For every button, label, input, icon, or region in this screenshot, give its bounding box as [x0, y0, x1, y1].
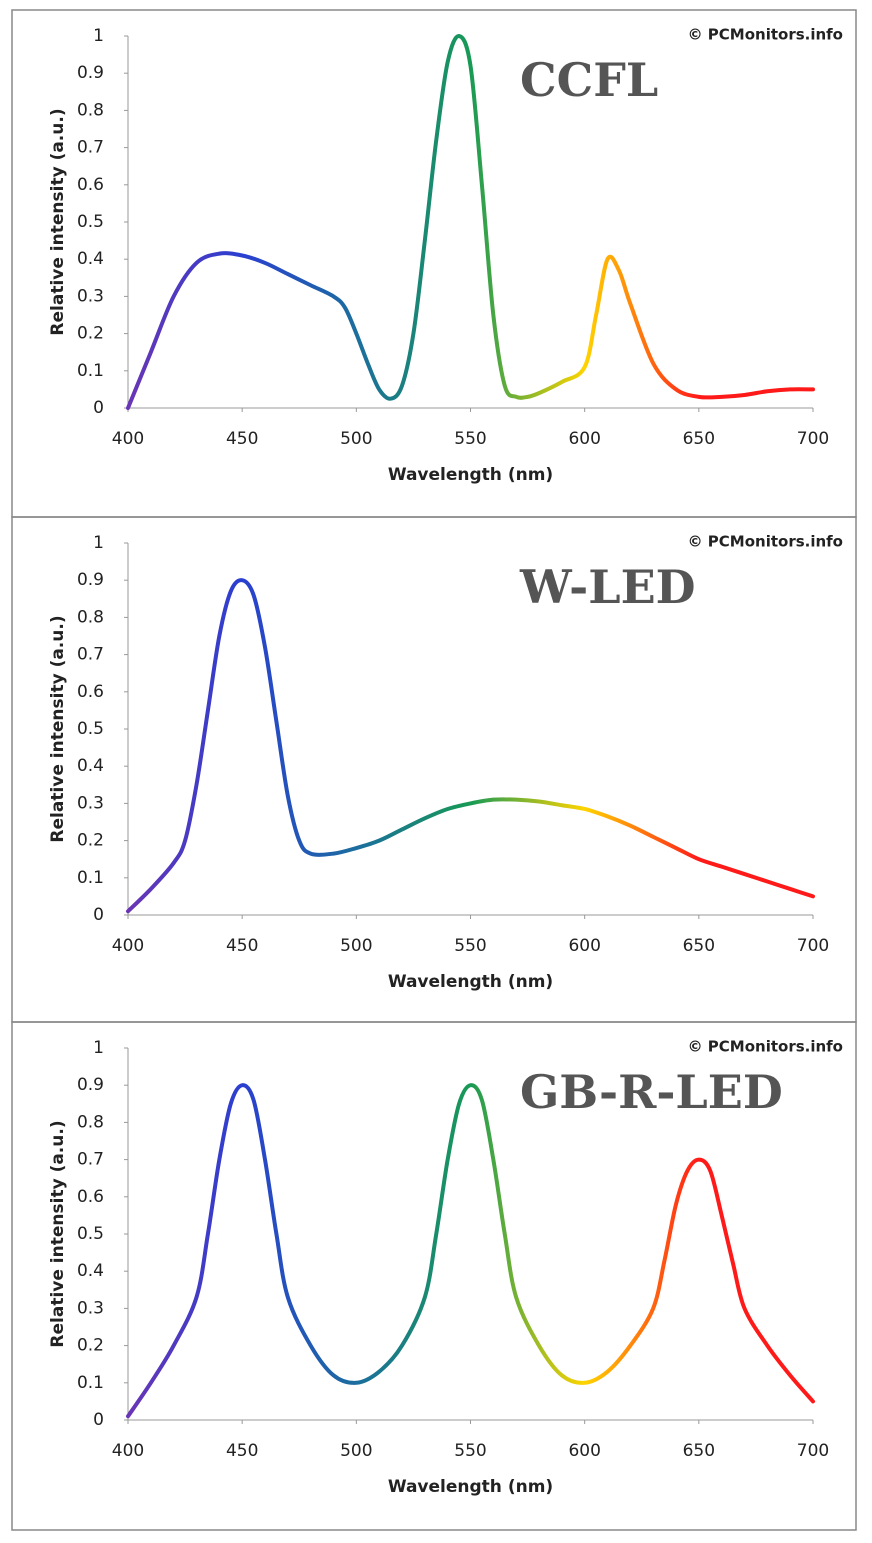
y-tick-label: 0.3 — [77, 286, 104, 306]
y-tick-label: 0.1 — [77, 361, 104, 381]
x-tick-label: 450 — [226, 429, 258, 449]
y-tick-label: 0.7 — [77, 1150, 104, 1170]
chart-title: W-LED — [519, 560, 696, 614]
x-tick-label: 550 — [454, 429, 486, 449]
y-tick-label: 0.4 — [77, 1261, 104, 1281]
y-tick-label: 0.5 — [77, 719, 104, 739]
y-tick-label: 0.8 — [77, 1112, 104, 1132]
y-tick-label: 0.9 — [77, 63, 104, 83]
y-tick-label: 0.1 — [77, 1373, 104, 1393]
annotation: © PCMonitors.info — [688, 533, 843, 551]
spectrum-line — [126, 34, 815, 410]
y-tick-label: 0.7 — [77, 138, 104, 158]
y-tick-label: 0.5 — [77, 212, 104, 232]
annotation: © PCMonitors.info — [688, 26, 843, 44]
y-tick-label: 0.6 — [77, 1187, 104, 1207]
y-tick-label: 0.8 — [77, 100, 104, 120]
y-tick-label: 0.4 — [77, 249, 104, 269]
x-tick-label: 500 — [340, 429, 372, 449]
y-tick-label: 0.2 — [77, 324, 104, 344]
x-axis-label: Wavelength (nm) — [388, 1477, 553, 1497]
y-tick-label: 0.6 — [77, 175, 104, 195]
y-tick-label: 0.6 — [77, 682, 104, 702]
y-tick-label: 0.4 — [77, 756, 104, 776]
y-tick-label: 0.2 — [77, 831, 104, 851]
y-tick-label: 1 — [93, 533, 104, 553]
x-tick-label: 450 — [226, 1441, 258, 1461]
x-tick-label: 450 — [226, 936, 258, 956]
x-tick-label: 650 — [683, 1441, 715, 1461]
x-tick-label: 400 — [112, 936, 144, 956]
panel-frame — [11, 1021, 857, 1531]
y-tick-label: 0.3 — [77, 793, 104, 813]
y-tick-label: 0.8 — [77, 607, 104, 627]
y-tick-label: 0.7 — [77, 645, 104, 665]
y-axis-label: Relative intensity (a.u.) — [48, 108, 68, 335]
x-tick-label: 400 — [112, 1441, 144, 1461]
y-tick-label: 0 — [93, 1410, 104, 1430]
x-tick-label: 600 — [568, 429, 600, 449]
annotation: © PCMonitors.info — [688, 1038, 843, 1056]
spectrum-line — [126, 1083, 815, 1419]
y-tick-label: 0.9 — [77, 570, 104, 590]
x-tick-label: 650 — [683, 429, 715, 449]
x-tick-label: 400 — [112, 429, 144, 449]
x-tick-label: 700 — [797, 1441, 829, 1461]
x-tick-label: 700 — [797, 936, 829, 956]
x-tick-label: 600 — [568, 1441, 600, 1461]
x-tick-label: 500 — [340, 1441, 372, 1461]
y-tick-label: 0.2 — [77, 1336, 104, 1356]
y-tick-label: 1 — [93, 26, 104, 46]
spectrum-line — [126, 578, 815, 914]
y-tick-label: 0.5 — [77, 1224, 104, 1244]
x-tick-label: 550 — [454, 1441, 486, 1461]
x-axis-label: Wavelength (nm) — [388, 972, 553, 992]
x-tick-label: 650 — [683, 936, 715, 956]
y-axis-label: Relative intensity (a.u.) — [48, 1120, 68, 1347]
y-tick-label: 0 — [93, 905, 104, 925]
chart-title: GB-R-LED — [520, 1065, 783, 1119]
x-tick-label: 600 — [568, 936, 600, 956]
x-tick-label: 500 — [340, 936, 372, 956]
x-axis-label: Wavelength (nm) — [388, 465, 553, 485]
y-tick-label: 0.9 — [77, 1075, 104, 1095]
y-tick-label: 0 — [93, 398, 104, 418]
chart-title: CCFL — [520, 53, 658, 107]
x-tick-label: 550 — [454, 936, 486, 956]
y-tick-label: 1 — [93, 1038, 104, 1058]
y-tick-label: 0.1 — [77, 868, 104, 888]
x-tick-label: 700 — [797, 429, 829, 449]
y-axis-label: Relative intensity (a.u.) — [48, 615, 68, 842]
y-tick-label: 0.3 — [77, 1298, 104, 1318]
